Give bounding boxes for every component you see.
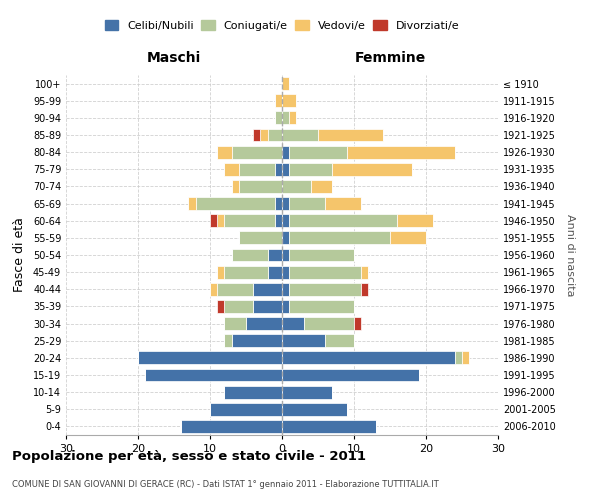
Bar (311, 180, 332, 193)
Bar (325, 197, 361, 210)
Text: Maschi: Maschi (147, 50, 201, 64)
Bar (332, 163, 412, 175)
Bar (282, 334, 325, 347)
Bar (282, 112, 289, 124)
Bar (253, 283, 282, 296)
Bar (181, 420, 282, 433)
Bar (224, 300, 253, 313)
Bar (289, 266, 361, 278)
Bar (232, 334, 282, 347)
Bar (289, 232, 390, 244)
Bar (282, 283, 289, 296)
Bar (282, 128, 318, 141)
Bar (232, 248, 268, 262)
Bar (239, 232, 282, 244)
Bar (289, 112, 296, 124)
Bar (217, 283, 253, 296)
Bar (217, 146, 232, 158)
Bar (188, 197, 196, 210)
Bar (282, 403, 347, 415)
Bar (253, 128, 260, 141)
Bar (268, 128, 282, 141)
Bar (289, 248, 354, 262)
Bar (282, 232, 289, 244)
Bar (282, 300, 289, 313)
Bar (325, 334, 354, 347)
Bar (361, 283, 368, 296)
Bar (282, 386, 332, 398)
Bar (289, 300, 354, 313)
Bar (282, 146, 289, 158)
Y-axis label: Fasce di età: Fasce di età (13, 218, 26, 292)
Bar (318, 128, 383, 141)
Bar (246, 317, 282, 330)
Bar (289, 197, 325, 210)
Bar (282, 94, 296, 107)
Bar (282, 214, 289, 227)
Bar (462, 352, 469, 364)
Bar (275, 214, 282, 227)
Bar (455, 352, 462, 364)
Bar (268, 266, 282, 278)
Bar (239, 163, 275, 175)
Bar (239, 180, 282, 193)
Bar (304, 317, 354, 330)
Bar (224, 386, 282, 398)
Bar (224, 334, 232, 347)
Bar (145, 368, 282, 382)
Bar (282, 420, 376, 433)
Text: COMUNE DI SAN GIOVANNI DI GERACE (RC) - Dati ISTAT 1° gennaio 2011 - Elaborazion: COMUNE DI SAN GIOVANNI DI GERACE (RC) - … (12, 480, 439, 489)
Bar (260, 128, 268, 141)
Bar (217, 266, 224, 278)
Text: Femmine: Femmine (355, 50, 425, 64)
Bar (224, 163, 239, 175)
Bar (347, 146, 455, 158)
Bar (282, 77, 289, 90)
Bar (282, 197, 289, 210)
Bar (224, 214, 275, 227)
Bar (210, 283, 217, 296)
Legend: Celibi/Nubili, Coniugati/e, Vedovi/e, Divorziati/e: Celibi/Nubili, Coniugati/e, Vedovi/e, Di… (100, 16, 464, 36)
Bar (289, 146, 347, 158)
Bar (196, 197, 275, 210)
Bar (361, 266, 368, 278)
Bar (397, 214, 433, 227)
Bar (224, 266, 268, 278)
Bar (289, 283, 361, 296)
Bar (282, 352, 455, 364)
Bar (289, 214, 397, 227)
Bar (217, 300, 224, 313)
Bar (268, 248, 282, 262)
Bar (232, 146, 282, 158)
Bar (282, 163, 289, 175)
Bar (224, 317, 246, 330)
Bar (275, 163, 282, 175)
Bar (217, 214, 224, 227)
Text: Popolazione per età, sesso e stato civile - 2011: Popolazione per età, sesso e stato civil… (12, 450, 366, 463)
Bar (282, 248, 289, 262)
Bar (354, 317, 361, 330)
Bar (289, 163, 332, 175)
Bar (275, 94, 282, 107)
Bar (282, 317, 304, 330)
Bar (210, 403, 282, 415)
Y-axis label: Anni di nascita: Anni di nascita (565, 214, 575, 296)
Bar (282, 180, 311, 193)
Bar (275, 112, 282, 124)
Bar (282, 368, 419, 382)
Bar (138, 352, 282, 364)
Bar (275, 197, 282, 210)
Bar (390, 232, 426, 244)
Bar (282, 266, 289, 278)
Bar (253, 300, 282, 313)
Bar (232, 180, 239, 193)
Bar (210, 214, 217, 227)
